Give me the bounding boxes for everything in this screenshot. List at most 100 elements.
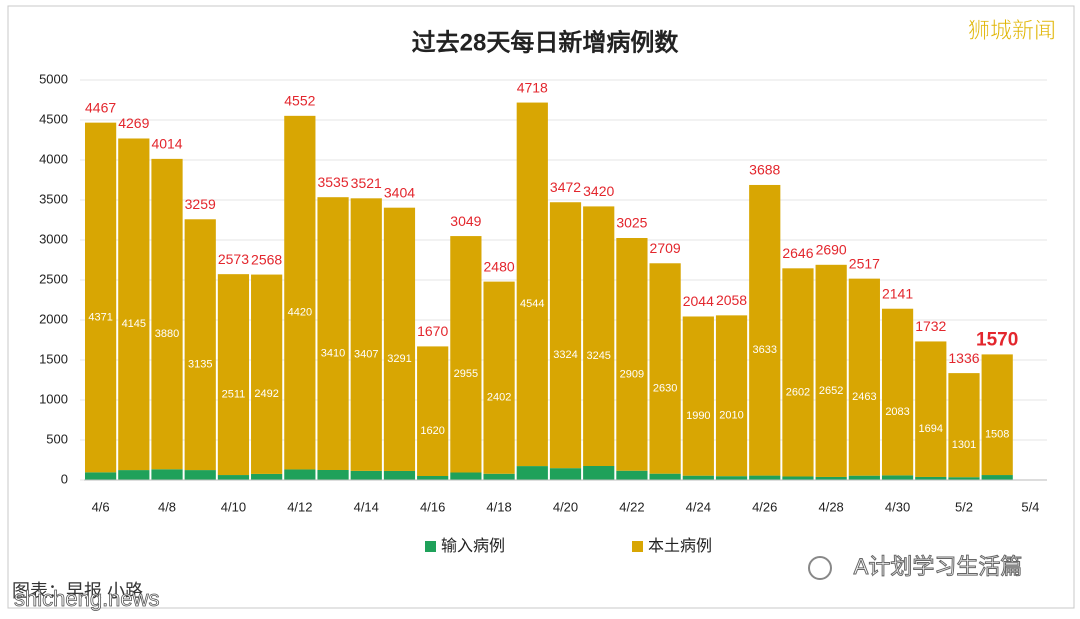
legend-swatch [425,541,436,552]
x-tick-label: 4/12 [287,499,312,514]
total-label: 2709 [650,240,681,256]
legend-label: 本土病例 [648,537,712,555]
x-tick-label: 4/28 [818,499,843,514]
total-label: 4718 [517,79,548,95]
bar-segment [184,219,216,471]
bar-segment [383,470,416,480]
total-label: 1670 [417,323,448,339]
bar-segment [284,469,316,480]
chart-title: 过去28天每日新增病例数 [412,28,680,56]
segment-label: 4544 [520,298,544,310]
bar-segment [450,472,482,480]
segment-label: 2402 [487,392,511,404]
bar-segment [815,264,847,477]
segment-label: 3633 [752,344,776,356]
x-tick-label: 4/14 [354,499,379,514]
total-label: 3535 [317,174,348,190]
y-tick-label: 1500 [39,351,68,366]
legend-swatch [632,541,643,552]
bar-segment [915,341,947,477]
segment-label: 3291 [387,353,411,365]
bar-segment [782,268,814,477]
bar-segment [848,475,880,480]
segment-label: 2909 [620,368,644,380]
bar-segment [350,470,382,480]
bar-segment [118,138,150,471]
y-tick-label: 4000 [39,151,68,166]
bar-segment [583,206,615,466]
segment-label: 4371 [88,311,112,323]
bar-segment [217,274,250,476]
bar-segment [84,122,117,473]
total-label: 3521 [351,175,382,191]
segment-label: 2630 [653,382,677,394]
y-tick-label: 0 [61,471,68,486]
total-label: 4014 [151,136,182,152]
bar-segment [317,470,349,480]
total-label: 3688 [749,162,780,178]
total-label: 3472 [550,179,581,195]
segment-label: 2010 [719,410,743,422]
segment-label: 3135 [188,359,212,371]
y-tick-label: 500 [46,431,68,446]
segment-label: 3245 [586,350,610,362]
legend-label: 输入病例 [441,537,505,555]
segment-label: 2602 [786,386,810,398]
segment-label: 2511 [222,389,246,401]
segment-label: 2492 [254,388,278,400]
total-label: 1570 [976,329,1018,350]
segment-label: 2083 [885,406,909,418]
bar-segment [516,466,548,480]
segment-label: 1301 [952,439,976,451]
x-tick-label: 4/22 [619,499,644,514]
segment-label: 3880 [155,328,179,340]
watermark: 狮城新闻 [968,18,1056,43]
bar-segment [948,373,980,478]
bar-segment [151,469,183,480]
bar-segment [616,470,648,480]
segment-label: 4420 [288,307,312,319]
segment-label: 3324 [553,349,577,361]
bar-segment [782,476,814,480]
y-tick-label: 2500 [39,271,68,286]
bar-segment [350,198,382,471]
total-label: 3049 [450,213,481,229]
total-label: 4552 [284,93,315,109]
x-tick-label: 4/10 [221,499,246,514]
segment-label: 4145 [122,318,146,330]
total-label: 4269 [118,115,149,131]
segment-label: 2955 [454,368,478,380]
bar-segment [649,263,681,474]
x-tick-label: 5/4 [1021,499,1039,514]
bar-segment [981,475,1013,480]
total-label: 3420 [583,183,614,199]
segment-label: 1990 [686,410,710,422]
x-tick-label: 4/20 [553,499,578,514]
segment-label: 3407 [354,349,378,361]
bar-segment [749,475,781,480]
total-label: 1336 [948,350,979,366]
plot: 0 500 1000 1500 2000 2500 3000 3500 4000 4500 5000… [39,71,1047,555]
x-tick-label: 5/2 [955,499,973,514]
segment-label: 1694 [919,423,943,435]
x-tick-label: 4/26 [752,499,777,514]
bar-segment [682,316,714,476]
bar-segment [483,281,515,474]
total-label: 3259 [185,196,216,212]
total-label: 4467 [85,99,116,115]
y-tick-label: 3500 [39,191,68,206]
segment-label: 2463 [852,391,876,403]
bar-segment [251,274,283,474]
total-label: 2690 [816,242,847,258]
x-tick-label: 4/30 [885,499,910,514]
bar-segment [84,472,117,480]
total-label: 3025 [616,215,647,231]
bar-segment [616,238,648,471]
bar-segment [649,473,681,480]
segment-label: 2652 [819,385,843,397]
total-label: 2568 [251,251,282,267]
bar-segment [815,476,847,480]
bar-segment [483,473,515,480]
bar-segment [583,466,615,480]
total-label: 1732 [915,318,946,334]
